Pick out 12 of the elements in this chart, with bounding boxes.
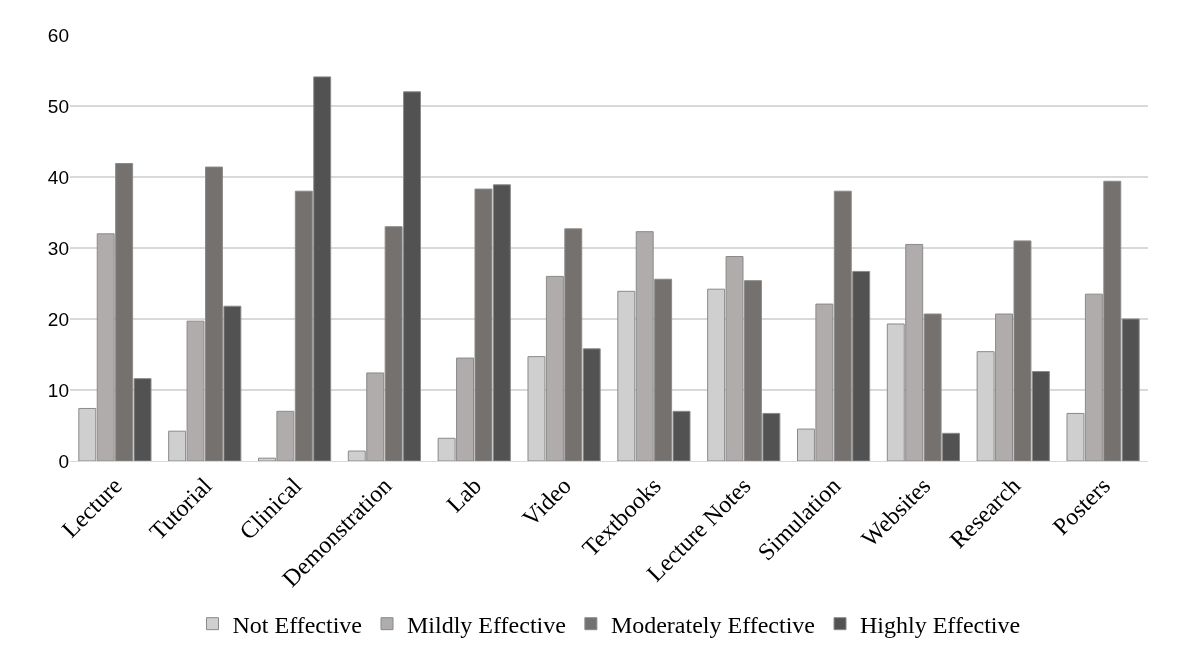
y-tick-label: 20 <box>47 308 69 330</box>
legend-label: Not Effective <box>232 612 363 639</box>
y-tick-label: 40 <box>47 166 69 188</box>
x-tick-label: Lab <box>441 472 487 518</box>
y-tick-label: 10 <box>47 379 69 401</box>
legend-label: Moderately Effective <box>610 612 816 639</box>
y-tick-label: 30 <box>47 237 69 259</box>
y-tick-label: 0 <box>58 450 69 472</box>
y-tick-label: 60 <box>47 24 69 46</box>
legend-label: Highly Effective <box>860 612 1021 639</box>
y-tick-label: 50 <box>47 95 69 117</box>
legend-label: Mildly Effective <box>407 612 566 639</box>
